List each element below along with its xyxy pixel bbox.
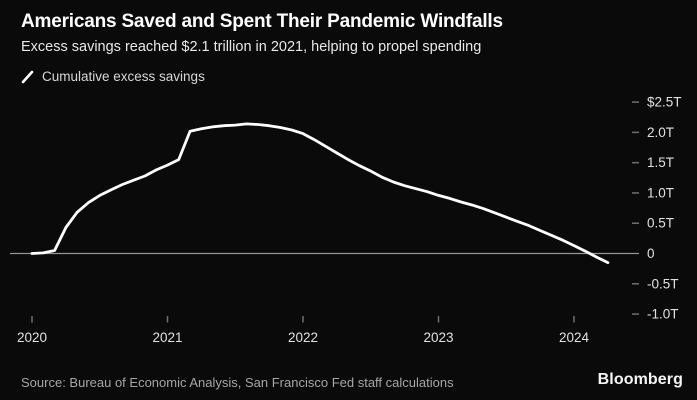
y-axis-label: 0 (647, 246, 655, 261)
y-axis-label: $2.5T (647, 95, 682, 110)
x-axis-label: 2021 (152, 330, 182, 345)
x-axis-label: 2023 (423, 330, 453, 345)
legend: Cumulative excess savings (21, 69, 503, 84)
y-axis-label: 2.0T (647, 125, 674, 140)
y-axis-label: -1.0T (647, 307, 679, 322)
x-axis-label: 2024 (559, 330, 590, 345)
x-axis-label: 2022 (288, 330, 318, 345)
y-axis-label: 1.5T (647, 155, 674, 170)
chart-subtitle: Excess savings reached $2.1 trillion in … (21, 39, 482, 55)
legend-label: Cumulative excess savings (42, 69, 205, 84)
savings-line (30, 122, 610, 265)
bloomberg-logo: Bloomberg (597, 371, 683, 388)
chart-header: Americans Saved and Spent Their Pandemic… (21, 11, 503, 84)
chart-title: Americans Saved and Spent Their Pandemic… (21, 11, 503, 32)
y-axis-label: 0.5T (647, 216, 674, 231)
y-axis-label: 1.0T (647, 185, 674, 200)
source-note: Source: Bureau of Economic Analysis, San… (21, 375, 454, 390)
x-axis-label: 2020 (17, 330, 47, 345)
y-axis-label: -0.5T (647, 276, 679, 291)
line-series-icon (21, 70, 34, 83)
